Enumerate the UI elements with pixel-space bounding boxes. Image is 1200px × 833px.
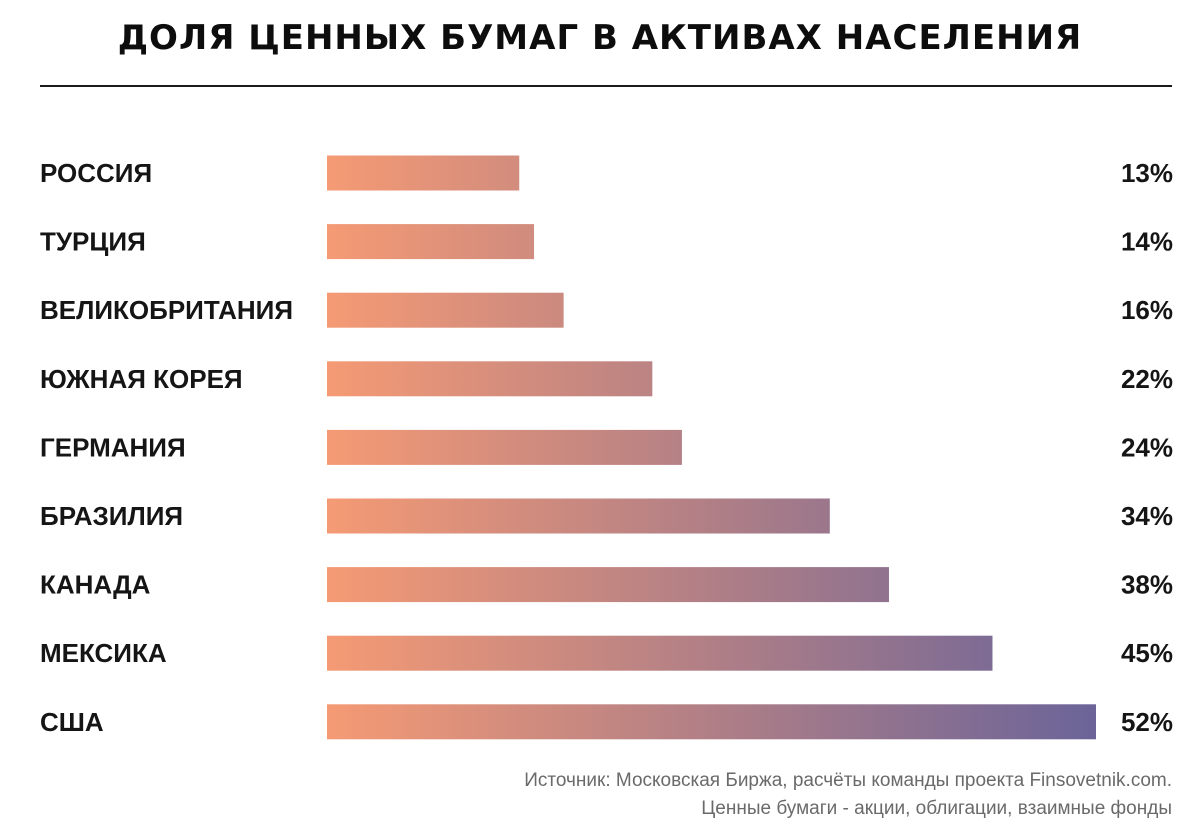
page-title: ДОЛЯ ЦЕННЫХ БУМАГ В АКТИВАХ НАСЕЛЕНИЯ	[117, 18, 1083, 58]
category-label: США	[40, 707, 104, 737]
category-label: БРАЗИЛИЯ	[40, 501, 183, 531]
bar	[327, 635, 993, 671]
bar	[327, 292, 564, 328]
title-divider	[40, 85, 1172, 87]
value-label: 14%	[1121, 227, 1173, 257]
value-label: 52%	[1121, 707, 1173, 737]
bars	[327, 155, 1096, 740]
category-label: ВЕЛИКОБРИТАНИЯ	[40, 295, 293, 325]
value-label: 34%	[1121, 501, 1173, 531]
footer: Источник: Московская Биржа, расчёты кома…	[272, 767, 1172, 823]
bar	[327, 155, 520, 191]
bar-chart: РОССИЯ ТУРЦИЯ ВЕЛИКОБРИТАНИЯ ЮЖНАЯ КОРЕЯ ГЕР…	[40, 155, 1173, 740]
bar	[327, 429, 682, 465]
category-label: КАНАДА	[40, 570, 151, 600]
source-note: Источник: Московская Биржа, расчёты кома…	[524, 770, 1172, 791]
bar	[327, 361, 653, 397]
bar	[327, 224, 535, 260]
category-label: ГЕРМАНИЯ	[40, 432, 186, 462]
value-label: 22%	[1121, 364, 1173, 394]
category-label: ЮЖНАЯ КОРЕЯ	[40, 364, 243, 394]
value-label: 38%	[1121, 570, 1173, 600]
category-label: РОССИЯ	[40, 158, 152, 188]
category-labels: РОССИЯ ТУРЦИЯ ВЕЛИКОБРИТАНИЯ ЮЖНАЯ КОРЕЯ ГЕР…	[40, 158, 293, 737]
bar	[327, 567, 889, 603]
bar	[327, 704, 1096, 740]
bar	[327, 498, 830, 534]
value-label: 16%	[1121, 295, 1173, 325]
definition-note: Ценные бумаги - акции, облигации, взаимн…	[701, 798, 1172, 819]
category-label: ТУРЦИЯ	[40, 227, 146, 257]
category-label: МЕКСИКА	[40, 638, 167, 668]
value-labels: 13% 14% 16% 22% 24% 34% 38% 45% 52%	[1121, 158, 1173, 737]
value-label: 45%	[1121, 638, 1173, 668]
value-label: 24%	[1121, 432, 1173, 462]
value-label: 13%	[1121, 158, 1173, 188]
